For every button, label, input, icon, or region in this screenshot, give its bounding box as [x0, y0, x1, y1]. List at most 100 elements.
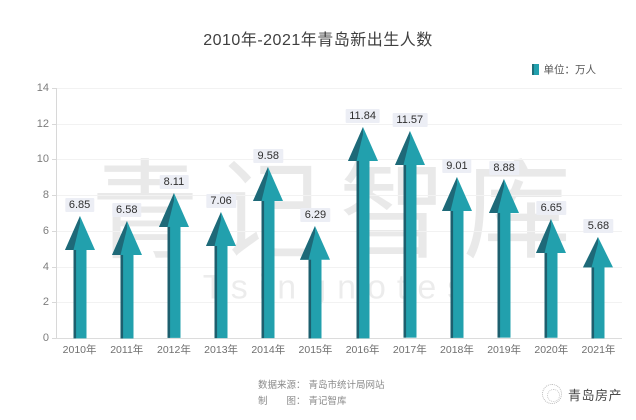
x-axis-label: 2010年 [62, 344, 97, 356]
bar-slot: 9.58 [245, 88, 292, 338]
arrow-shaft-edge [120, 254, 123, 338]
y-tick-label: 12 [36, 117, 49, 130]
arrow-body [64, 215, 95, 338]
y-tick-mark [52, 230, 56, 232]
y-tick-mark [52, 195, 56, 197]
chart-legend: 单位：万人 [531, 62, 597, 77]
bar-value-label: 5.68 [583, 218, 614, 233]
y-tick-mark [52, 159, 56, 161]
arrow-shaft-edge [544, 253, 548, 338]
arrow-bar[interactable]: 6.29 [300, 207, 331, 338]
arrow-bar[interactable]: 11.84 [345, 108, 380, 338]
bar-slot: 5.68 [575, 88, 622, 338]
arrow-shaft-edge [167, 227, 171, 338]
arrow-shaft-edge [497, 213, 501, 338]
gridline [56, 230, 622, 232]
x-axis-label: 2011年 [110, 344, 144, 356]
arrow-bar[interactable]: 8.88 [489, 161, 520, 338]
y-tick-label: 8 [42, 189, 49, 202]
bar-value-label: 6.58 [112, 202, 142, 217]
arrow-head-bevel [206, 211, 222, 246]
gridline [56, 338, 622, 339]
arrow-bar[interactable]: 7.06 [206, 193, 237, 338]
arrow-body [347, 126, 378, 338]
legend-label: 单位：万人 [543, 64, 597, 76]
arrow-head-bevel [441, 177, 457, 212]
bar-value-label: 6.29 [300, 207, 331, 222]
brand-label: 青岛房产 [567, 388, 622, 404]
arrow-bar[interactable]: 6.85 [64, 197, 95, 338]
arrow-head-bevel [394, 131, 410, 166]
gridline [56, 302, 622, 304]
x-axis-label: 2015年 [298, 344, 333, 356]
bar-value-label: 6.65 [536, 201, 567, 216]
arrow-shaft-edge [403, 165, 406, 338]
bar-slot: 7.06 [198, 88, 245, 338]
sun-circle-icon [541, 384, 562, 404]
arrow-body [206, 211, 237, 338]
arrow-bar[interactable]: 5.68 [583, 218, 614, 338]
y-tick-label: 14 [36, 82, 49, 94]
gridline [56, 195, 622, 197]
bar-value-label: 11.84 [345, 108, 380, 123]
bar-series: 6.85 6.58 8.11 7.06 9.58 6.29 11.84 11.57 9.01 8.… [56, 88, 622, 338]
y-tick-label: 2 [42, 296, 49, 309]
bar-value-label: 7.06 [206, 193, 236, 208]
x-axis-label: 2013年 [204, 344, 239, 356]
arrow-body [253, 166, 284, 338]
legend-swatch-icon [531, 64, 539, 75]
arrow-head-bevel [536, 219, 552, 254]
bar-slot: 11.84 [339, 88, 386, 338]
bar-slot: 9.01 [433, 88, 480, 338]
bar-slot: 6.85 [56, 88, 103, 338]
y-tick-mark [52, 302, 56, 304]
arrow-shaft-edge [591, 267, 595, 338]
arrow-body [300, 225, 331, 338]
arrow-shaft-edge [73, 249, 76, 338]
y-tick-mark [52, 123, 56, 125]
arrow-body [583, 236, 614, 338]
arrow-bar[interactable]: 8.11 [158, 175, 189, 338]
bar-slot: 6.29 [292, 88, 339, 338]
bar-value-label: 9.01 [442, 159, 472, 174]
arrow-body [158, 193, 189, 338]
bar-slot: 8.88 [481, 88, 528, 338]
arrow-bar[interactable]: 9.58 [253, 148, 284, 338]
gridline [56, 88, 622, 89]
bar-slot: 11.57 [386, 88, 433, 338]
arrow-bar[interactable]: 6.65 [536, 201, 567, 338]
arrow-head-bevel [489, 179, 505, 214]
bar-slot: 6.58 [103, 88, 150, 338]
arrow-head-bevel [111, 220, 127, 255]
gridline [56, 123, 622, 125]
y-tick-mark [52, 338, 56, 339]
arrow-body [536, 219, 567, 338]
arrow-bar[interactable]: 9.01 [441, 159, 472, 338]
y-tick-label: 4 [42, 260, 49, 273]
bar-value-label: 9.58 [253, 148, 283, 163]
arrow-body [489, 179, 520, 338]
arrow-bar[interactable]: 11.57 [392, 113, 428, 338]
x-axis-labels: 2010年 2011年 2012年 2013年 2014年 2015年 2016年 2017年… [56, 342, 622, 357]
x-axis-label: 2012年 [157, 344, 191, 356]
arrow-body [111, 220, 142, 338]
bar-value-label: 11.57 [392, 113, 428, 128]
footnote-source: 数据来源： 青岛市统计局网站 [258, 380, 385, 391]
arrow-head-bevel [64, 215, 80, 250]
brand-badge[interactable]: 青岛房产 [541, 384, 622, 404]
arrow-head-bevel [583, 236, 599, 268]
x-axis-label: 2019年 [487, 344, 522, 356]
arrow-bar[interactable]: 6.58 [111, 202, 142, 338]
arrow-body [441, 177, 472, 338]
y-axis-line [56, 88, 57, 338]
bar-value-label: 8.88 [489, 161, 519, 176]
x-axis-label: 2017年 [392, 344, 427, 356]
arrow-body [394, 131, 425, 338]
x-axis-label: 2014年 [251, 344, 286, 356]
x-axis-label: 2021年 [581, 344, 616, 356]
y-tick-label: 0 [42, 332, 49, 344]
bar-slot: 6.65 [528, 88, 575, 338]
footnotes: 数据来源： 青岛市统计局网站 制 图： 青记智库 [258, 378, 385, 410]
plot-area: 青记智库 Tsingnotes 0 2 4 6 8 10 12 14 6.85 6.58 8.11… [37, 82, 622, 344]
